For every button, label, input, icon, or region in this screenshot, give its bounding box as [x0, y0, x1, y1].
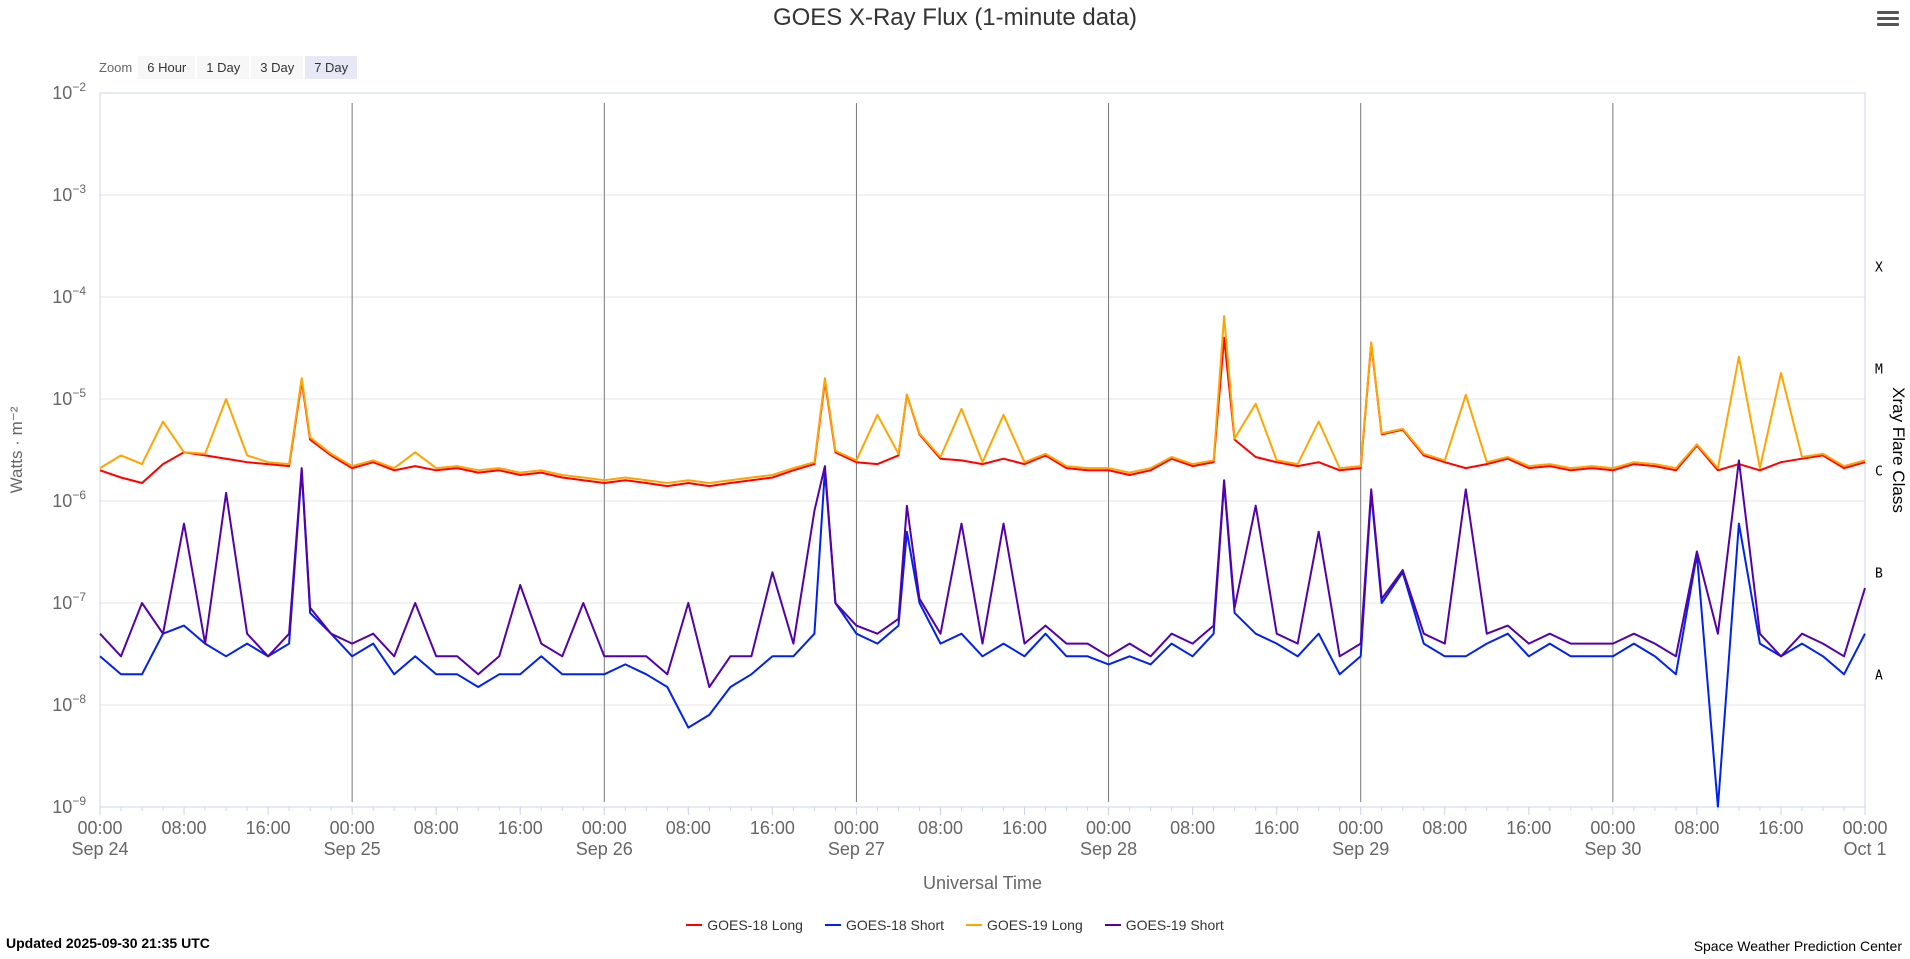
flare-class-label: M: [1875, 362, 1883, 377]
series-line-goes-18-short: [99, 469, 1866, 808]
y-tick-label: 10−3: [52, 182, 86, 205]
legend-swatch: [966, 924, 982, 926]
x-date-label: Sep 30: [1584, 839, 1641, 859]
x-axis-title: Universal Time: [923, 873, 1042, 893]
menu-bar: [1877, 23, 1899, 26]
legend-swatch: [1104, 924, 1121, 926]
zoom-6-hour-button[interactable]: 6 Hour: [138, 56, 196, 79]
x-tick-label: 16:00: [1254, 818, 1299, 838]
legend-label: GOES-18 Short: [845, 917, 944, 933]
x-tick-label: 00:00: [582, 818, 627, 838]
x-tick-label: 00:00: [77, 818, 122, 838]
x-tick-label: 00:00: [1338, 818, 1383, 838]
x-date-label: Oct 1: [1843, 839, 1886, 859]
x-tick-label: 16:00: [246, 818, 291, 838]
flare-class-label: C: [1875, 464, 1883, 479]
zoom-3-day-button[interactable]: 3 Day: [251, 56, 304, 79]
legend-item[interactable]: GOES-19 Long: [966, 917, 1083, 933]
x-tick-label: 08:00: [1170, 818, 1215, 838]
flare-class-label: B: [1875, 566, 1883, 581]
legend-swatch: [824, 924, 841, 926]
series-layer: [99, 315, 1866, 808]
x-tick-label: 16:00: [1002, 818, 1047, 838]
x-tick-label: 16:00: [1506, 818, 1551, 838]
x-tick-label: 08:00: [1674, 818, 1719, 838]
y-tick-label: 10−4: [52, 284, 86, 307]
x-tick-label: 08:00: [1422, 818, 1467, 838]
flare-class-label: A: [1875, 668, 1883, 683]
legend-item[interactable]: GOES-19 Short: [1104, 917, 1224, 933]
x-tick-label: 00:00: [834, 818, 879, 838]
x-date-label: Sep 25: [324, 839, 381, 859]
x-tick-label: 08:00: [162, 818, 207, 838]
legend-label: GOES-19 Short: [1125, 917, 1224, 933]
y-axis-labels: 10−2 10−3 10−4 10−5 10−6 10−7 10−8 10−9: [52, 80, 86, 817]
x-date-label: Sep 27: [828, 839, 885, 859]
series-line-goes-19-long: [99, 315, 1866, 484]
chart-title: GOES X-Ray Flux (1-minute data): [772, 4, 1138, 31]
y2-axis-title: Xray Flare Class: [1889, 387, 1908, 513]
x-tick-label: 16:00: [498, 818, 543, 838]
credit-label: Space Weather Prediction Center: [1693, 938, 1902, 954]
zoom-7-day-button[interactable]: 7 Day: [305, 56, 358, 79]
x-tick-label: 16:00: [1758, 818, 1803, 838]
plot-frame: [99, 92, 1866, 808]
menu-bar: [1877, 11, 1899, 14]
legend-item[interactable]: GOES-18 Long: [686, 917, 803, 933]
x-tick-label: 08:00: [918, 818, 963, 838]
x-tick-label: 08:00: [666, 818, 711, 838]
legend-swatch: [686, 924, 703, 926]
y-tick-label: 10−8: [52, 692, 86, 715]
legend: GOES-18 Long GOES-18 Short GOES-19 Long GOE…: [0, 917, 1910, 933]
x-tick-label: 00:00: [1842, 818, 1887, 838]
y-tick-label: 10−2: [52, 80, 86, 103]
zoom-1-day-button[interactable]: 1 Day: [197, 56, 250, 79]
y-tick-label: 10−6: [52, 488, 86, 511]
legend-item[interactable]: GOES-18 Short: [824, 917, 944, 933]
y-tick-label: 10−9: [52, 794, 86, 817]
hamburger-menu-icon[interactable]: [1877, 8, 1899, 30]
grid-layer: [100, 92, 1865, 808]
zoom-label: Zoom: [99, 60, 133, 75]
x-date-label: Sep 29: [1332, 839, 1389, 859]
y-tick-label: 10−5: [52, 386, 86, 409]
legend-label: GOES-18 Long: [707, 917, 803, 933]
y-tick-label: 10−7: [52, 590, 86, 613]
series-line-goes-18-long: [99, 336, 1866, 488]
updated-timestamp: Updated 2025-09-30 21:35 UTC: [6, 935, 210, 951]
x-date-label: Sep 28: [1080, 839, 1137, 859]
x-tick-label: 00:00: [1086, 818, 1131, 838]
x-tick-label: 00:00: [330, 818, 375, 838]
day-lines-layer: [351, 103, 1614, 802]
series-line-goes-19-short: [99, 459, 1866, 688]
x-tick-label: 00:00: [1590, 818, 1635, 838]
x-tick-label: 08:00: [414, 818, 459, 838]
x-date-label: Sep 24: [71, 839, 128, 859]
menu-bar: [1877, 17, 1899, 20]
x-tick-label: 16:00: [750, 818, 795, 838]
zoom-controls: Zoom 6 Hour 1 Day 3 Day 7 Day: [99, 56, 359, 79]
y-axis-title: Watts · m⁻²: [7, 406, 26, 493]
flare-class-label: X: [1875, 260, 1883, 275]
flare-class-labels: X M C B A: [1875, 260, 1883, 683]
legend-label: GOES-19 Long: [987, 917, 1083, 933]
x-date-label: Sep 26: [576, 839, 633, 859]
